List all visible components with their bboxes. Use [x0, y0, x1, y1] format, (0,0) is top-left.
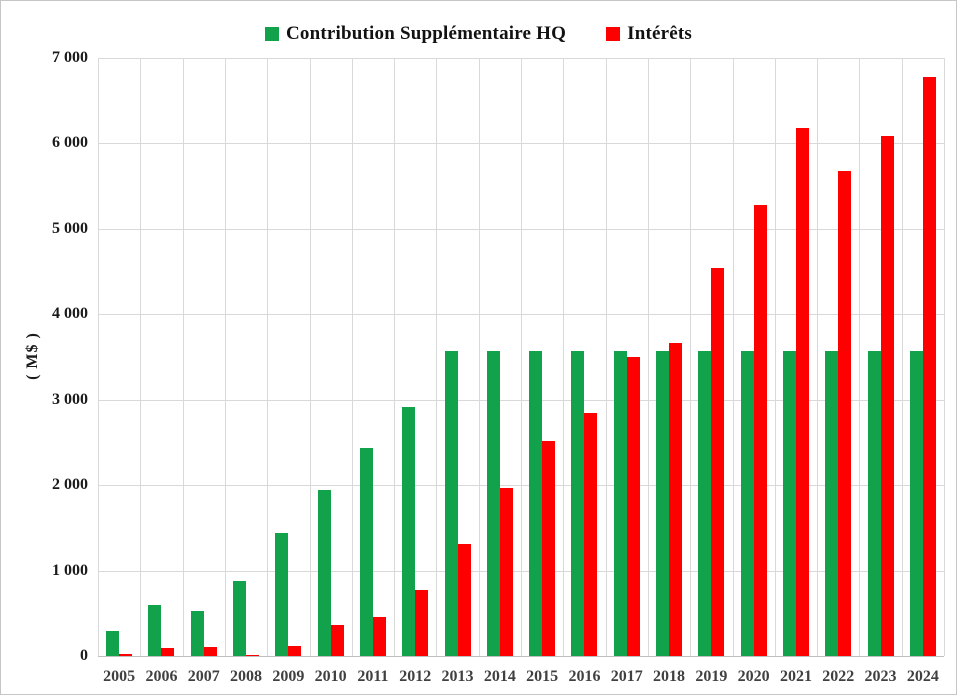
bar-2024-interets [922, 76, 936, 656]
bar-2014-contribution [486, 351, 500, 656]
gridline-v [309, 58, 311, 656]
y-tick-label: 3 000 [52, 390, 88, 408]
gridline-v [478, 58, 480, 656]
legend-item-contribution: Contribution Supplémentaire HQ [264, 23, 567, 45]
bar-2015-contribution [529, 351, 543, 656]
gridline-v [944, 58, 945, 656]
x-tick-label: 2012 [399, 668, 432, 685]
y-tick-label: 2 000 [52, 476, 88, 494]
bar-2012-interets [415, 589, 429, 656]
bar-2017-contribution [613, 351, 627, 656]
y-tick-label: 7 000 [52, 49, 88, 66]
legend-label: Intérêts [627, 23, 693, 44]
bar-2023-contribution [867, 351, 881, 656]
x-tick-label: 2018 [653, 668, 686, 685]
x-tick-label: 2011 [357, 668, 389, 685]
bar-2016-contribution [571, 351, 585, 656]
gridline-v [351, 58, 353, 656]
bar-2018-interets [669, 343, 683, 656]
gridline-v [521, 58, 522, 656]
bar-2010-interets [330, 624, 344, 656]
bar-2022-interets [838, 170, 852, 656]
bar-2015-interets [542, 440, 556, 656]
gridline-v [817, 58, 819, 656]
legend-swatch-red [606, 27, 621, 41]
x-tick-label: 2020 [737, 668, 770, 685]
bar-2011-contribution [359, 448, 373, 656]
x-tick-label: 2015 [526, 668, 559, 685]
y-tick-label: 4 000 [52, 305, 88, 323]
y-tick-label: 0 [80, 647, 88, 664]
x-tick-label: 2006 [145, 668, 178, 685]
bar-2005-contribution [106, 631, 120, 656]
legend-item-interets: Intérêts [606, 23, 692, 45]
bar-2013-interets [457, 544, 471, 656]
x-tick-label: 2010 [314, 668, 347, 685]
bar-2017-interets [626, 357, 640, 656]
bar-2007-interets [203, 646, 217, 656]
x-tick-label: 2021 [779, 668, 812, 685]
x-tick-label: 2009 [272, 668, 305, 685]
gridline-h [98, 656, 944, 657]
bar-2010-contribution [317, 490, 331, 656]
gridline-v [901, 58, 903, 656]
legend: Contribution Supplémentaire HQ Intérêts [1, 23, 956, 45]
bar-2008-interets [246, 655, 260, 656]
gridline-v [98, 58, 99, 656]
y-tick-label: 6 000 [52, 134, 88, 152]
x-tick-label: 2005 [103, 668, 136, 685]
y-tick-label: 1 000 [52, 561, 88, 579]
x-tick-label: 2014 [483, 668, 516, 685]
gridline-v [732, 58, 734, 656]
bar-2018-contribution [656, 351, 670, 656]
gridline-v [859, 58, 861, 656]
bar-2007-contribution [190, 610, 204, 656]
x-tick-label: 2022 [822, 668, 855, 685]
y-tick-label: 5 000 [52, 219, 88, 237]
x-tick-label: 2017 [610, 668, 643, 685]
bar-2013-contribution [444, 351, 458, 656]
bar-2021-interets [795, 128, 809, 656]
gridline-v [394, 58, 396, 656]
bar-2009-contribution [275, 532, 289, 656]
bar-2020-interets [753, 204, 767, 656]
gridline-v [647, 58, 649, 656]
x-tick-label: 2023 [864, 668, 897, 685]
gridline-v [605, 58, 607, 656]
bar-2022-contribution [825, 351, 839, 656]
gridline-v [690, 58, 692, 656]
bar-2009-interets [288, 645, 302, 656]
bar-2008-contribution [233, 580, 247, 656]
bar-2020-contribution [740, 351, 754, 656]
gridline-v [140, 58, 142, 656]
x-tick-label: 2007 [187, 668, 220, 685]
bar-2011-interets [372, 616, 386, 656]
x-tick-label: 2013 [441, 668, 474, 685]
gridline-v [267, 58, 269, 656]
x-tick-label: 2008 [230, 668, 263, 685]
gridline-v [774, 58, 776, 656]
x-tick-label: 2019 [695, 668, 728, 685]
legend-label: Contribution Supplémentaire HQ [285, 23, 567, 44]
gridline-v [182, 58, 184, 656]
bar-2016-interets [584, 413, 598, 656]
bar-2005-interets [119, 654, 133, 656]
x-tick-label: 2016 [568, 668, 601, 685]
bar-2014-interets [499, 487, 513, 656]
bar-2019-contribution [698, 351, 712, 656]
gridline-v [563, 58, 565, 656]
gridline-v [436, 58, 438, 656]
bar-2006-contribution [148, 604, 162, 656]
bar-2023-interets [880, 135, 894, 656]
plot-area [98, 58, 945, 657]
bar-2006-interets [161, 647, 175, 656]
gridline-v [224, 58, 226, 656]
bar-2021-contribution [782, 351, 796, 656]
bar-2012-contribution [402, 406, 416, 656]
legend-swatch-green [264, 27, 279, 41]
bar-2024-contribution [909, 351, 923, 656]
bar-2019-interets [711, 268, 725, 656]
x-tick-label: 2024 [906, 668, 939, 685]
